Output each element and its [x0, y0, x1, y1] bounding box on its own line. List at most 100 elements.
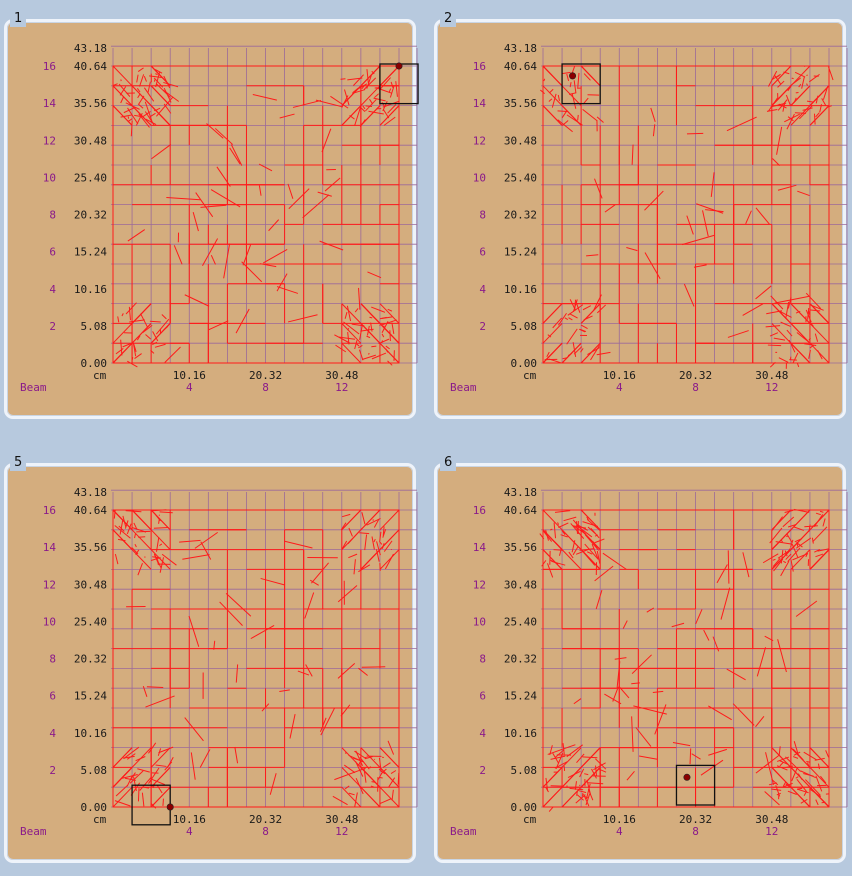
path-segment [360, 747, 381, 768]
path-segment [542, 323, 563, 344]
path-segment [137, 67, 144, 72]
path-segment [378, 77, 391, 91]
path-segment [230, 144, 243, 166]
x-tick-beam: 4 [616, 825, 623, 838]
path-segment [771, 73, 781, 81]
path-segment [379, 105, 400, 126]
path-segment [148, 767, 160, 784]
path-segment [796, 362, 800, 368]
beam-panel-1[interactable]: 1 0.00 5.08 10.16 15.24 20.32 25.40 30.48 35.56 4… [4, 11, 419, 419]
y-tick-beam: 16 [473, 60, 486, 73]
path-segment [371, 352, 387, 360]
path-segment [317, 191, 332, 197]
path-segment [539, 89, 545, 95]
path-segment [360, 786, 381, 808]
path-segment [683, 283, 695, 307]
path-segment [153, 553, 162, 568]
beam-path-network [112, 509, 400, 809]
path-segment [341, 105, 362, 126]
path-segment [780, 321, 791, 327]
path-segment [595, 758, 607, 770]
y-tick-cm: 5.08 [511, 764, 538, 777]
path-segment [806, 100, 814, 103]
selected-beam-box[interactable] [675, 764, 716, 806]
y-tick-beam: 8 [49, 209, 56, 222]
beam-path-plot[interactable]: 0.00 5.08 10.16 15.24 20.32 25.40 30.48 35.56 40… [4, 455, 418, 863]
path-segment [363, 77, 377, 90]
path-segment [379, 303, 400, 324]
path-segment [343, 764, 356, 774]
path-segment [785, 301, 790, 318]
path-segment [815, 553, 824, 558]
y-tick-beam: 16 [473, 504, 486, 517]
beam-path-network [539, 508, 830, 812]
path-segment [379, 549, 400, 570]
path-segment [341, 509, 362, 531]
path-segment [153, 526, 169, 529]
path-segment [800, 770, 817, 779]
beam-axis-label: Beam [450, 825, 477, 838]
path-segment [154, 343, 166, 348]
beam-position-dot[interactable] [683, 773, 691, 781]
path-segment [200, 204, 227, 208]
beam-path-network [539, 65, 834, 369]
path-segment [755, 285, 772, 300]
beam-panel-6[interactable]: 6 0.00 5.08 10.16 15.24 20.32 25.40 30.48 35.56 4… [434, 455, 848, 863]
path-segment [561, 786, 582, 808]
beam-panel-2[interactable]: 2 0.00 5.08 10.16 15.24 20.32 25.40 30.48 35.56 4… [434, 11, 848, 419]
path-segment [791, 768, 798, 782]
panel-number-label: 5 [10, 455, 27, 471]
path-segment [359, 532, 370, 535]
path-segment [549, 528, 553, 531]
path-segment [573, 698, 582, 705]
beam-position-dot[interactable] [395, 62, 403, 70]
beam-axis-label: Beam [450, 381, 477, 394]
path-segment [742, 552, 750, 578]
beam-path-plot[interactable]: 0.00 5.08 10.16 15.24 20.32 25.40 30.48 35.56 40… [4, 11, 419, 419]
path-segment [779, 761, 784, 767]
path-segment [555, 749, 565, 758]
path-segment [315, 99, 343, 108]
selected-beam-box[interactable] [561, 63, 601, 105]
path-segment [118, 83, 131, 97]
path-segment [590, 345, 600, 361]
path-segment [587, 526, 597, 535]
beam-panel-5[interactable]: 5 0.00 5.08 10.16 15.24 20.32 25.40 30.48 35.56 4… [4, 455, 418, 863]
y-tick-cm: 40.64 [74, 504, 107, 517]
path-segment [373, 538, 376, 543]
path-segment [150, 767, 171, 788]
beam-position-dot[interactable] [569, 72, 577, 80]
path-segment [150, 65, 171, 87]
beam-position-dot[interactable] [166, 803, 174, 811]
path-segment [805, 779, 821, 796]
path-segment [686, 215, 694, 235]
path-segment [786, 329, 793, 337]
path-segment [574, 299, 581, 313]
path-segment [652, 690, 664, 693]
path-segment [700, 759, 724, 776]
beam-path-plot[interactable]: 0.00 5.08 10.16 15.24 20.32 25.40 30.48 35.56 40… [434, 455, 848, 863]
path-segment [580, 767, 601, 788]
path-segment [614, 657, 627, 660]
beam-path-plot[interactable]: 0.00 5.08 10.16 15.24 20.32 25.40 30.48 35.56 40… [434, 11, 848, 419]
path-segment [710, 172, 715, 197]
y-tick-beam: 16 [43, 504, 56, 517]
path-segment [793, 508, 810, 513]
path-segment [210, 254, 216, 265]
y-tick-beam: 14 [43, 541, 57, 554]
path-segment [123, 107, 135, 114]
path-segment [371, 306, 386, 313]
path-segment [791, 544, 799, 558]
path-segment [354, 308, 359, 313]
path-segment [561, 120, 569, 126]
path-segment [184, 717, 204, 742]
path-segment [334, 334, 350, 344]
path-segment [332, 795, 348, 806]
path-segment [542, 303, 563, 324]
path-segment [580, 747, 601, 768]
path-segment [569, 787, 584, 791]
path-segment [112, 767, 133, 788]
y-tick-cm: 10.16 [74, 727, 107, 740]
path-segment [626, 770, 635, 781]
path-segment [631, 144, 634, 165]
